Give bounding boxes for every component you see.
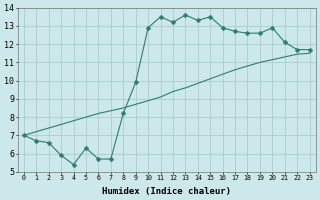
X-axis label: Humidex (Indice chaleur): Humidex (Indice chaleur) [102,187,231,196]
